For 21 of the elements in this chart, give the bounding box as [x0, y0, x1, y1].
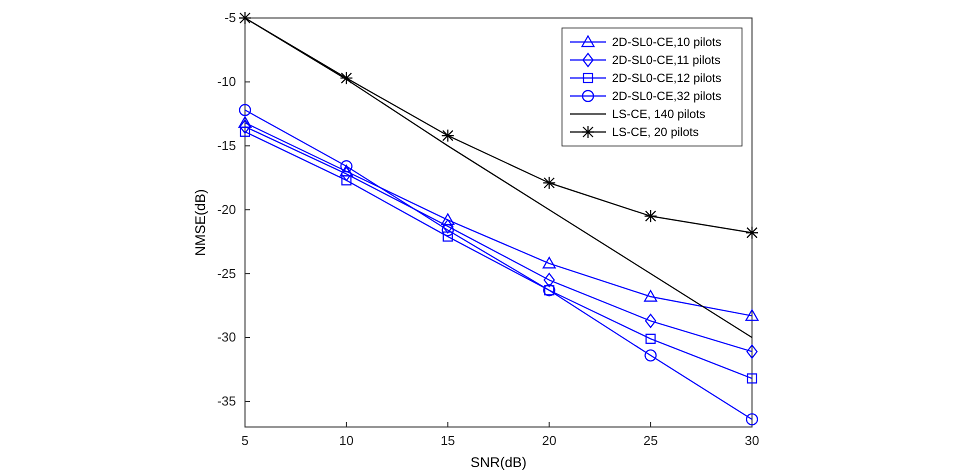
y-tick-label: -15 — [217, 138, 236, 153]
legend-label: 2D-SL0-CE,32 pilots — [612, 89, 722, 103]
x-tick-label: 20 — [542, 433, 556, 448]
y-tick-label: -20 — [217, 202, 236, 217]
legend-label: 2D-SL0-CE,12 pilots — [612, 71, 722, 85]
x-tick-label: 25 — [643, 433, 658, 448]
x-tick-label: 30 — [744, 433, 760, 448]
y-tick-label: -10 — [217, 74, 236, 90]
legend-label: 2D-SL0-CE,11 pilots — [612, 53, 720, 67]
y-tick-label: -30 — [217, 330, 236, 345]
x-tick-label: 5 — [241, 433, 249, 448]
legend-label: 2D-SL0-CE,10 pilots — [612, 35, 722, 49]
x-tick-label: 15 — [440, 433, 456, 448]
x-axis-title: SNR(dB) — [470, 454, 527, 470]
y-axis-title: NMSE(dB) — [192, 189, 208, 256]
legend-label: LS-CE, 140 pilots — [612, 107, 706, 121]
y-tick-label: -35 — [217, 394, 236, 409]
y-tick-label: -25 — [217, 266, 236, 281]
y-tick-label: -5 — [224, 10, 236, 26]
legend-label: LS-CE, 20 pilots — [612, 125, 699, 139]
x-tick-label: 10 — [339, 433, 354, 448]
